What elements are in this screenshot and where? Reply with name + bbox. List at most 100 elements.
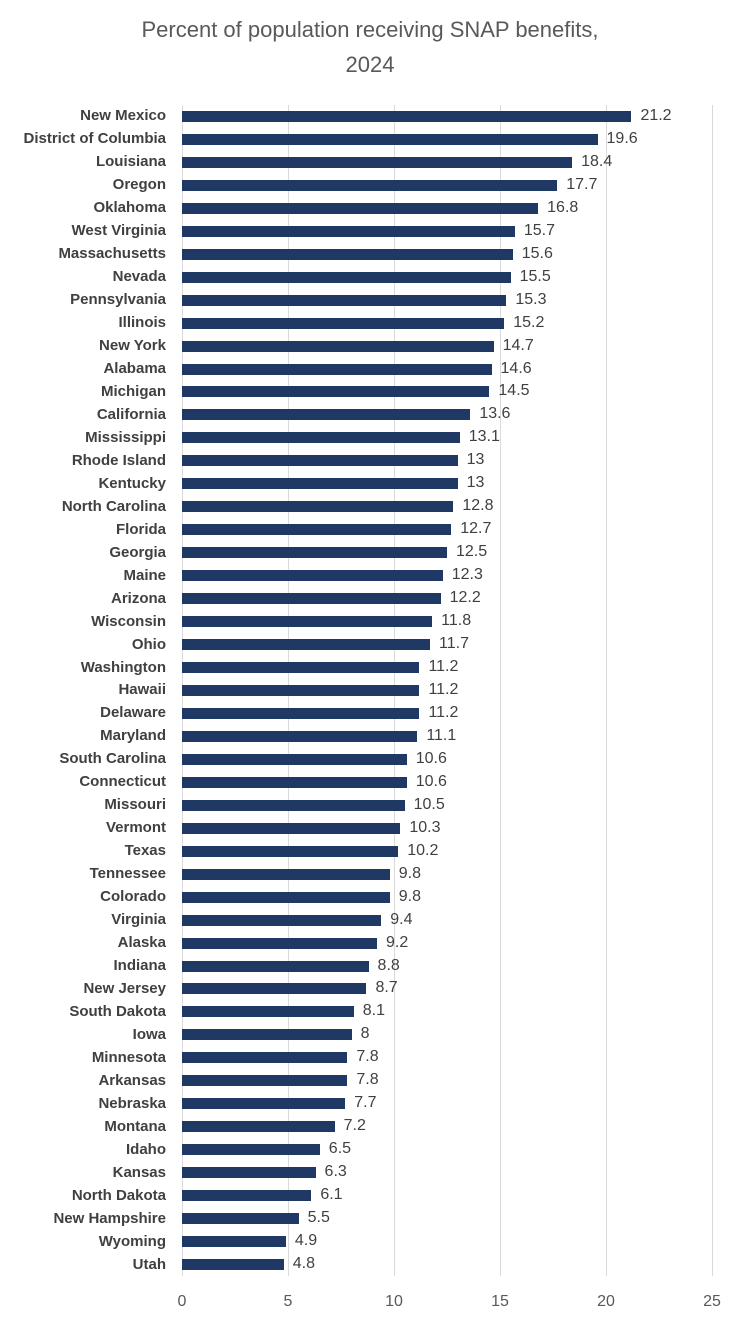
- category-label: Ohio: [131, 635, 166, 653]
- value-label: 7.8: [356, 1048, 379, 1066]
- bar-row: New Jersey 8.7: [0, 978, 740, 1001]
- bar: [182, 960, 369, 972]
- x-axis-tick-label: 5: [283, 1293, 293, 1310]
- category-label: Vermont: [105, 819, 166, 837]
- category-label: Kansas: [112, 1163, 166, 1181]
- bar: [182, 340, 494, 352]
- bar-row: Rhode Island 13: [0, 449, 740, 472]
- x-axis-tick-label: 15: [491, 1293, 509, 1310]
- value-label: 4.9: [294, 1232, 318, 1250]
- value-label: 15.2: [513, 313, 545, 331]
- bar-row: Nebraska 7.7: [0, 1092, 740, 1115]
- category-label: Wyoming: [98, 1232, 166, 1250]
- category-label: Missouri: [104, 796, 166, 814]
- category-label: South Dakota: [69, 1002, 166, 1020]
- value-label: 8.1: [362, 1002, 385, 1020]
- bar: [182, 1052, 348, 1064]
- value-label: 14.6: [500, 359, 532, 377]
- category-label: Wisconsin: [91, 612, 166, 630]
- category-label: Nebraska: [98, 1094, 166, 1112]
- bar-row: New York 14.7: [0, 335, 740, 358]
- bar: [182, 432, 460, 444]
- category-label: North Dakota: [71, 1186, 166, 1204]
- category-label: Maryland: [100, 727, 166, 745]
- bar-row: District of Columbia 19.6: [0, 128, 740, 151]
- category-label: Alabama: [103, 360, 166, 378]
- value-label: 12.8: [462, 497, 494, 515]
- category-label: Minnesota: [91, 1048, 166, 1066]
- bar-row: Florida 12.7: [0, 518, 740, 541]
- value-label: 9.4: [390, 910, 413, 928]
- value-label: 12.3: [451, 566, 483, 584]
- bar: [182, 868, 390, 880]
- bar-row: South Dakota 8.1: [0, 1000, 740, 1023]
- bar-row: Nevada 15.5: [0, 266, 740, 289]
- bar-row: Idaho 6.5: [0, 1138, 740, 1161]
- category-label: California: [96, 405, 166, 423]
- bar-row: Alaska 9.2: [0, 932, 740, 955]
- category-label: Florida: [115, 520, 166, 538]
- bar-row: Georgia 12.5: [0, 541, 740, 564]
- category-label: Nevada: [112, 268, 166, 286]
- category-label: Hawaii: [118, 681, 166, 699]
- bar: [182, 570, 443, 582]
- bar: [182, 845, 399, 857]
- value-label: 13.1: [468, 428, 500, 446]
- category-label: Rhode Island: [71, 451, 166, 469]
- value-label: 10.6: [415, 749, 447, 767]
- bar: [182, 1006, 354, 1018]
- category-label: Pennsylvania: [70, 291, 166, 309]
- bar-row: Arkansas 7.8: [0, 1069, 740, 1092]
- bar: [182, 225, 515, 237]
- bar-row: Vermont 10.3: [0, 817, 740, 840]
- bar-row: Tennessee 9.8: [0, 863, 740, 886]
- category-label: Arkansas: [98, 1071, 166, 1089]
- bar: [182, 1029, 352, 1041]
- bar: [182, 294, 507, 306]
- value-label: 16.8: [547, 198, 579, 216]
- bar-row: Ohio 11.7: [0, 633, 740, 656]
- bar-row: Massachusetts 15.6: [0, 243, 740, 266]
- bar-row: Virginia 9.4: [0, 909, 740, 932]
- bar: [182, 524, 452, 536]
- value-label: 10.5: [413, 795, 445, 813]
- category-label: New York: [99, 337, 166, 355]
- bar: [182, 110, 632, 122]
- value-label: 11.2: [428, 680, 459, 698]
- bar-row: Maryland 11.1: [0, 725, 740, 748]
- bar: [182, 156, 573, 168]
- bar-row: North Dakota 6.1: [0, 1184, 740, 1207]
- bar: [182, 271, 511, 283]
- value-label: 12.5: [456, 543, 488, 561]
- category-label: Utah: [132, 1255, 166, 1273]
- value-label: 10.6: [415, 772, 447, 790]
- bar-row: Louisiana 18.4: [0, 151, 740, 174]
- bar-row: West Virginia 15.7: [0, 220, 740, 243]
- bar-row: Arizona 12.2: [0, 587, 740, 610]
- bar-row: Illinois 15.2: [0, 312, 740, 335]
- value-label: 15.3: [515, 290, 547, 308]
- bar: [182, 363, 492, 375]
- bar-row: Oregon 17.7: [0, 174, 740, 197]
- bar: [182, 1144, 320, 1156]
- bar: [182, 1213, 299, 1225]
- bar-row: Delaware 11.2: [0, 702, 740, 725]
- bar-row: Utah 4.8: [0, 1253, 740, 1276]
- bar: [182, 684, 420, 696]
- category-label: North Carolina: [61, 497, 166, 515]
- x-axis-tick-label: 10: [385, 1293, 403, 1310]
- bar-row: Kentucky 13: [0, 472, 740, 495]
- category-label: New Mexico: [80, 107, 166, 125]
- value-label: 8.8: [377, 956, 400, 974]
- value-label: 14.7: [502, 336, 534, 354]
- bar: [182, 1075, 348, 1087]
- category-label: Tennessee: [89, 865, 166, 883]
- bar: [182, 501, 454, 513]
- bar-row: New Mexico 21.2: [0, 105, 740, 128]
- value-label: 21.2: [640, 106, 672, 124]
- chart-title: Percent of population receiving SNAP ben…: [141, 17, 599, 77]
- bar-row: Indiana 8.8: [0, 955, 740, 978]
- value-label: 11.2: [428, 703, 459, 721]
- bar-row: Mississippi 13.1: [0, 426, 740, 449]
